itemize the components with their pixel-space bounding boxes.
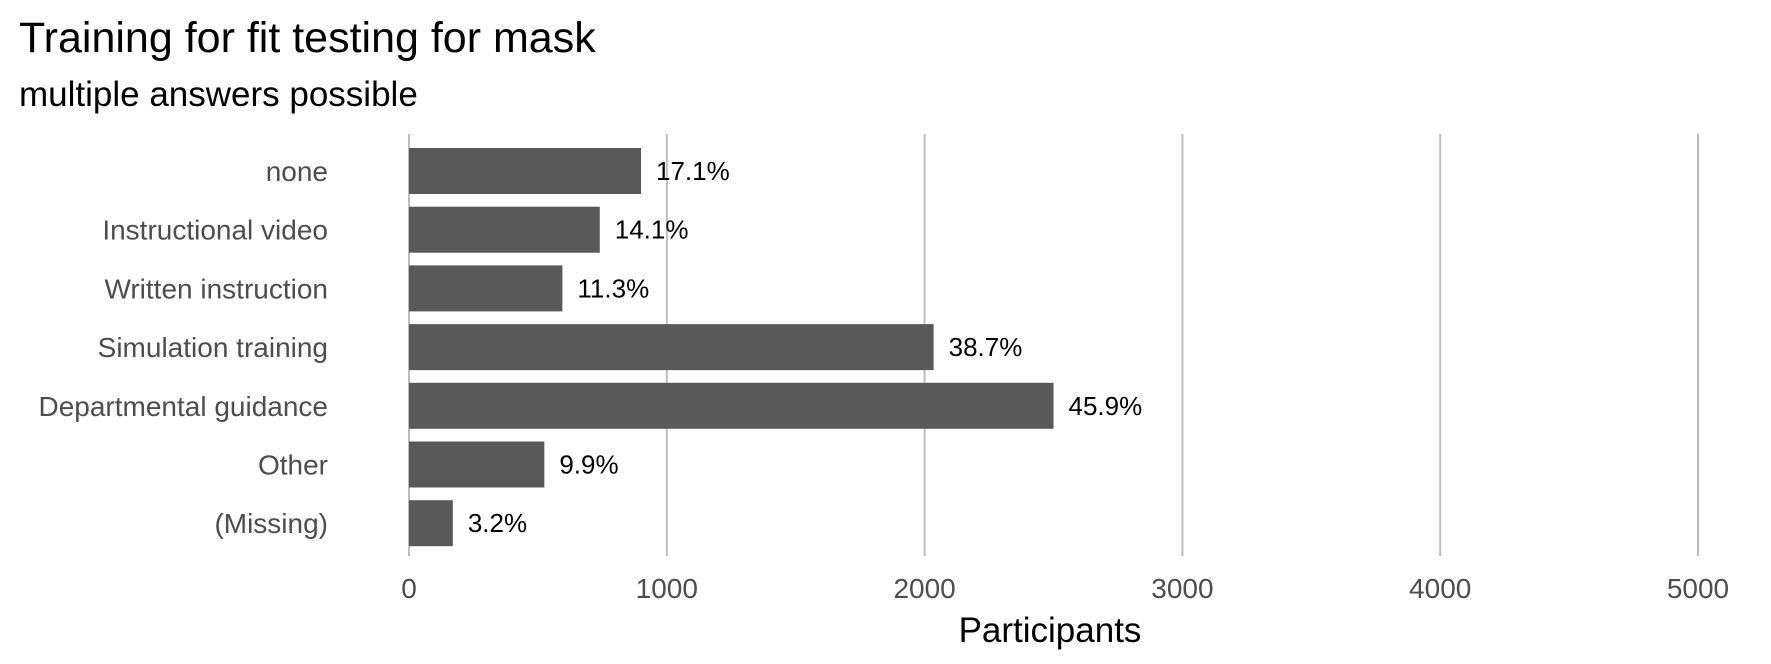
category-label-6: (Missing) [214, 508, 328, 539]
x-tick-label-1000: 1000 [636, 573, 698, 604]
category-label-1: Instructional video [102, 215, 328, 246]
bar-4 [409, 382, 1054, 429]
data-label-2: 11.3% [577, 273, 649, 303]
bar-5 [409, 441, 545, 488]
bar-0 [409, 148, 642, 194]
chart-title: Training for fit testing for mask [19, 14, 596, 62]
bar-1 [409, 206, 600, 253]
category-label-3: Simulation training [98, 332, 328, 363]
category-label-2: Written instruction [104, 273, 328, 304]
x-tick-label-4000: 4000 [1409, 573, 1471, 604]
data-label-1: 14.1% [615, 215, 689, 245]
bar-6 [409, 500, 453, 547]
chart-subtitle: multiple answers possible [19, 75, 418, 114]
x-tick-label-0: 0 [401, 573, 417, 604]
data-label-5: 9.9% [559, 450, 618, 480]
category-label-0: none [266, 156, 328, 187]
data-label-0: 17.1% [656, 156, 730, 186]
x-axis-title: Participants [959, 611, 1142, 650]
x-tick-label-3000: 3000 [1151, 573, 1213, 604]
bars [409, 148, 1054, 547]
x-tick-label-2000: 2000 [893, 573, 955, 604]
data-labels: 17.1% 14.1% 11.3% 38.7% 45.9% 9.9% 3.2% [468, 156, 1142, 538]
data-label-6: 3.2% [468, 508, 527, 538]
category-labels: none Instructional video Written instructi… [38, 156, 328, 539]
bar-3 [409, 324, 934, 371]
category-label-4: Departmental guidance [38, 391, 328, 422]
data-label-3: 38.7% [949, 332, 1023, 362]
bar-2 [409, 265, 563, 312]
data-label-4: 45.9% [1069, 391, 1143, 421]
x-tick-labels: 0 1000 2000 3000 4000 5000 [401, 573, 1729, 604]
category-label-5: Other [258, 450, 328, 481]
x-tick-label-5000: 5000 [1667, 573, 1729, 604]
